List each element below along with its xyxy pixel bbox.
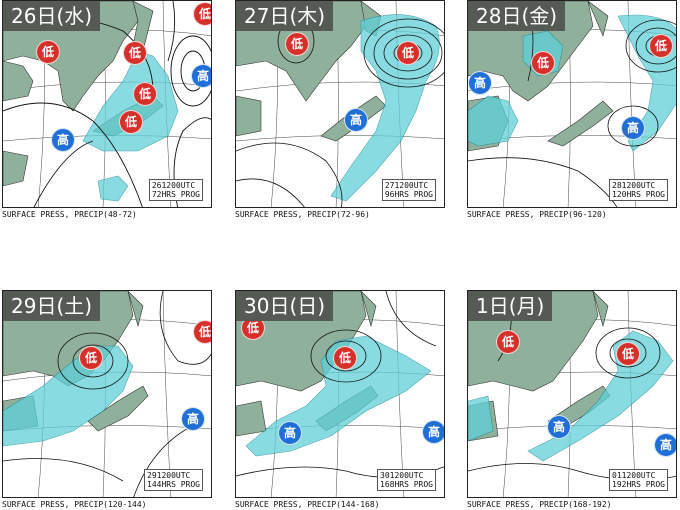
low-pressure-marker: 低 [496, 330, 520, 354]
valid-time: 271200UTC [384, 181, 429, 190]
low-pressure-marker: 低 [396, 41, 420, 65]
forecast-date-label: 30日(日) [236, 291, 334, 321]
valid-time-stamp: 261200UTC 72HRS PROG [148, 179, 203, 201]
low-pressure-marker: 低 [333, 346, 357, 370]
valid-time-stamp: 011200UTC 192HRS PROG [609, 469, 668, 491]
high-pressure-marker: 高 [547, 415, 571, 439]
map-graphic [236, 1, 444, 207]
forecast-date-label: 27日(木) [236, 1, 334, 31]
forecast-date-label: 1日(月) [468, 291, 553, 321]
low-pressure-marker: 低 [193, 2, 211, 26]
weather-map: 低 低 高 高 30日(日) 301200UTC 168HRS PROG [235, 290, 445, 498]
high-pressure-marker: 高 [278, 421, 302, 445]
map-caption: SURFACE PRESS, PRECIP(120-144) [2, 500, 147, 509]
valid-time: 301200UTC [380, 471, 424, 480]
low-pressure-marker: 低 [193, 320, 211, 344]
low-pressure-marker: 低 [79, 346, 103, 370]
map-caption: SURFACE PRESS, PRECIP(168-192) [467, 500, 612, 509]
weather-map: 低 低 高 高 28日(金) 281200UTC 120HRS PROG [467, 0, 677, 208]
forecast-hours: 144HRS PROG [147, 480, 200, 489]
forecast-date-label: 29日(土) [3, 291, 101, 321]
high-pressure-marker: 高 [191, 64, 211, 88]
forecast-hours: 120HRS PROG [612, 190, 665, 199]
high-pressure-marker: 高 [51, 128, 75, 152]
map-caption: SURFACE PRESS, PRECIP(96-120) [467, 210, 607, 219]
map-graphic [468, 291, 676, 497]
high-pressure-marker: 高 [422, 420, 444, 444]
low-pressure-marker: 低 [616, 342, 640, 366]
forecast-date-label: 28日(金) [468, 1, 566, 31]
map-caption: SURFACE PRESS, PRECIP(144-168) [235, 500, 380, 509]
forecast-panel-26: 低 低 低 低 低 高 高 26日(水) 261200UTC 72HRS PRO… [2, 0, 212, 219]
high-pressure-marker: 高 [468, 71, 492, 95]
valid-time-stamp: 291200UTC 144HRS PROG [144, 469, 203, 491]
valid-time-stamp: 271200UTC 96HRS PROG [381, 179, 436, 201]
forecast-hours: 96HRS PROG [384, 190, 433, 199]
weather-map: 低 低 高 29日(土) 291200UTC 144HRS PROG [2, 290, 212, 498]
forecast-hours: 168HRS PROG [380, 480, 433, 489]
map-graphic [3, 291, 211, 497]
valid-time: 261200UTC [151, 181, 196, 190]
low-pressure-marker: 低 [531, 51, 555, 75]
low-pressure-marker: 低 [36, 40, 60, 64]
forecast-panel-29: 低 低 高 29日(土) 291200UTC 144HRS PROG SURFA… [2, 290, 212, 509]
valid-time: 291200UTC [147, 471, 191, 480]
forecast-panel-30: 低 低 高 高 30日(日) 301200UTC 168HRS PROG SUR… [235, 290, 445, 509]
valid-time-stamp: 301200UTC 168HRS PROG [377, 469, 436, 491]
valid-time: 281200UTC [612, 181, 656, 190]
high-pressure-marker: 高 [654, 433, 676, 457]
weather-map: 低 低 高 高 1日(月) 011200UTC 192HRS PROG [467, 290, 677, 498]
low-pressure-marker: 低 [119, 110, 143, 134]
map-caption: SURFACE PRESS, PRECIP(48-72) [2, 210, 137, 219]
map-caption: SURFACE PRESS, PRECIP(72-96) [235, 210, 370, 219]
weather-map: 低 低 高 27日(木) 271200UTC 96HRS PROG [235, 0, 445, 208]
map-graphic [236, 291, 444, 497]
forecast-panel-28: 低 低 高 高 28日(金) 281200UTC 120HRS PROG SUR… [467, 0, 677, 219]
high-pressure-marker: 高 [344, 108, 368, 132]
forecast-hours: 192HRS PROG [612, 480, 665, 489]
forecast-date-label: 26日(水) [3, 1, 101, 31]
valid-time: 011200UTC [612, 471, 656, 480]
map-graphic [3, 1, 211, 207]
high-pressure-marker: 高 [621, 116, 645, 140]
forecast-hours: 72HRS PROG [151, 190, 200, 199]
low-pressure-marker: 低 [285, 32, 309, 56]
low-pressure-marker: 低 [649, 34, 673, 58]
map-graphic [468, 1, 676, 207]
low-pressure-marker: 低 [123, 41, 147, 65]
forecast-panel-1: 低 低 高 高 1日(月) 011200UTC 192HRS PROG SURF… [467, 290, 677, 509]
high-pressure-marker: 高 [181, 407, 205, 431]
forecast-panel-27: 低 低 高 27日(木) 271200UTC 96HRS PROG SURFAC… [235, 0, 445, 219]
low-pressure-marker: 低 [133, 82, 157, 106]
weather-map: 低 低 低 低 低 高 高 26日(水) 261200UTC 72HRS PRO… [2, 0, 212, 208]
valid-time-stamp: 281200UTC 120HRS PROG [609, 179, 668, 201]
